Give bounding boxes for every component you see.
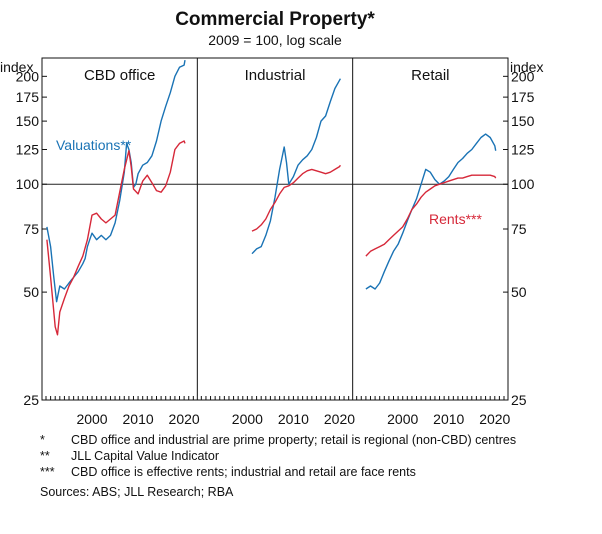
y-unit-right: index <box>510 59 543 75</box>
footnote-text: CBD office is effective rents; industria… <box>71 465 416 479</box>
footnote-2: ** JLL Capital Value Indicator <box>40 448 580 464</box>
valuations-label: Valuations** <box>56 137 132 153</box>
y-tick-label-left: 100 <box>16 176 40 192</box>
x-tick-label: 2010 <box>278 411 309 427</box>
footnote-3: *** CBD office is effective rents; indus… <box>40 464 580 480</box>
y-tick-label-left: 50 <box>23 284 39 300</box>
footnote-mark: * <box>40 433 45 447</box>
chart-subtitle: 2009 = 100, log scale <box>208 32 342 48</box>
footnote-text: CBD office and industrial are prime prop… <box>71 433 517 447</box>
y-tick-label-left: 150 <box>16 113 40 129</box>
y-tick-label-right: 200 <box>511 68 535 84</box>
y-tick-label-right: 50 <box>511 284 527 300</box>
panel-title: CBD office <box>84 67 155 84</box>
valuations-line <box>365 133 497 290</box>
y-tick-label-left: 200 <box>16 68 40 84</box>
valuations-line <box>46 59 186 303</box>
y-tick-label-right: 25 <box>511 392 527 408</box>
plot-frame <box>41 57 509 401</box>
y-tick-label-left: 125 <box>16 141 40 157</box>
rents-line <box>46 140 186 336</box>
chart-title: Commercial Property* <box>175 9 375 30</box>
y-tick-label-right: 75 <box>511 221 527 237</box>
x-tick-label: 2020 <box>324 411 355 427</box>
x-tick-label: 2000 <box>232 411 263 427</box>
y-tick-label-left: 75 <box>23 221 39 237</box>
panel-title: Industrial <box>245 67 306 84</box>
y-unit-left: index <box>0 59 33 75</box>
rents-line <box>251 164 341 232</box>
x-tick-label: 2020 <box>479 411 510 427</box>
sources: Sources: ABS; JLL Research; RBA <box>40 485 234 499</box>
footnote-mark: *** <box>40 465 55 479</box>
y-tick-label-right: 125 <box>511 141 535 157</box>
rents-line <box>365 174 497 257</box>
x-tick-label: 2000 <box>387 411 418 427</box>
y-tick-label-left: 25 <box>23 392 39 408</box>
commercial-property-chart: Commercial Property* 2009 = 100, log sca… <box>0 9 543 427</box>
valuations-line <box>251 78 342 255</box>
y-tick-label-right: 175 <box>511 89 535 105</box>
y-tick-label-left: 175 <box>16 89 40 105</box>
x-tick-label: 2000 <box>76 411 107 427</box>
footnotes: * CBD office and industrial are prime pr… <box>40 432 580 500</box>
x-tick-label: 2020 <box>169 411 200 427</box>
panel-title: Retail <box>411 67 449 84</box>
y-tick-label-right: 100 <box>511 176 535 192</box>
y-tick-label-right: 150 <box>511 113 535 129</box>
footnote-mark: ** <box>40 449 50 463</box>
footnote-1: * CBD office and industrial are prime pr… <box>40 432 580 448</box>
footnote-text: JLL Capital Value Indicator <box>71 449 220 463</box>
rents-label: Rents*** <box>429 211 482 227</box>
x-tick-label: 2010 <box>123 411 154 427</box>
x-tick-label: 2010 <box>433 411 464 427</box>
